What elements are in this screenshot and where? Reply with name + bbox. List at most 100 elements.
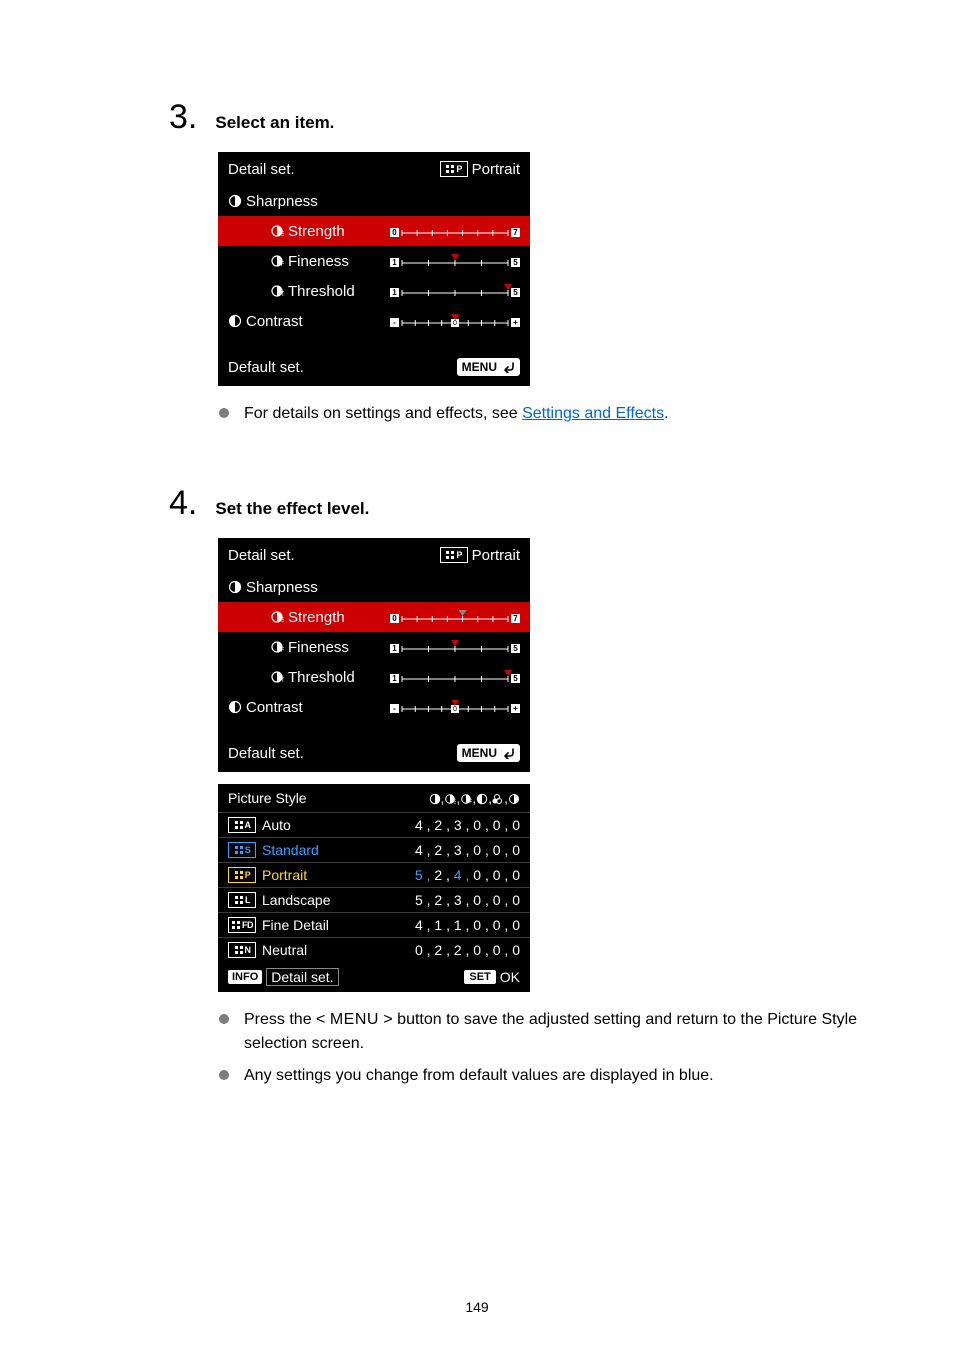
ps-footer-right: SETOK	[464, 969, 520, 985]
step-4: 4. Set the effect level. Detail set.PPor…	[169, 486, 954, 1088]
setting-slider: 15	[390, 284, 520, 298]
note-bullet: Any settings you change from default val…	[218, 1064, 858, 1088]
ps-row-name: AAuto	[228, 817, 291, 833]
setting-slider: - +0	[390, 700, 520, 714]
svg-text:1: 1	[392, 288, 397, 297]
note-bullet: For details on settings and effects, see…	[218, 402, 858, 426]
bullet-dot-icon	[218, 1069, 230, 1081]
svg-text:5: 5	[513, 644, 518, 653]
picture-style-indicator: PPortrait	[440, 161, 520, 178]
ps-row-values: 5 , 2 , 3 , 0 , 0 , 0	[415, 892, 520, 908]
picture-style-name: Portrait	[472, 161, 520, 178]
screenshot-detail-set-4: Detail set.PPortraitSharpnessSStrength07…	[218, 538, 530, 772]
ps-row-values: 4 , 1 , 1 , 0 , 0 , 0	[415, 917, 520, 933]
picture-style-name: Portrait	[472, 547, 520, 564]
picture-style-indicator: PPortrait	[440, 547, 520, 564]
ps-row-values: 4 , 2 , 3 , 0 , 0 , 0	[415, 817, 520, 833]
svg-text:T: T	[281, 292, 284, 298]
setting-label: TThreshold	[242, 283, 355, 300]
setting-row-threshold: TThreshold15	[218, 662, 530, 692]
bullet-dot-icon	[218, 1013, 230, 1025]
setting-label: Sharpness	[228, 193, 318, 210]
note-text: For details on settings and effects, see…	[244, 402, 669, 426]
setting-row-strength: SStrength 07	[218, 216, 530, 246]
setting-row-threshold: TThreshold 15	[218, 276, 530, 306]
svg-text:-: -	[393, 704, 396, 713]
detail-set-label: Detail set.	[228, 161, 295, 178]
ps-footer-left: INFODetail set.	[228, 968, 339, 986]
setting-row-contrast: Contrast - +0	[218, 692, 530, 722]
picture-style-code-icon: L	[228, 892, 256, 908]
setting-label: Contrast	[228, 313, 303, 330]
svg-text:1: 1	[392, 644, 397, 653]
bullet-dot-icon	[218, 407, 230, 419]
ps-row-name: LLandscape	[228, 892, 331, 908]
picture-style-code-icon: A	[228, 817, 256, 833]
setting-label: Sharpness	[228, 579, 318, 596]
screenshot-title-row: Detail set. PPortrait	[218, 152, 530, 186]
ps-row-auto: AAuto 4 , 2 , 3 , 0 , 0 , 0	[218, 812, 530, 837]
screenshot-detail-set-3: Detail set. PPortrait Sharpness SStrength 07…	[218, 152, 530, 386]
ps-row-name: SStandard	[228, 842, 319, 858]
setting-slider: 07	[390, 224, 520, 238]
ps-row-portrait: PPortrait5 , 2 , 4 , 0 , 0 , 0	[218, 862, 530, 887]
svg-text:+: +	[513, 704, 518, 713]
page-number: 149	[0, 1299, 954, 1315]
setting-label: FFineness	[242, 253, 349, 270]
ps-header-glyphs: ,S,F,,,	[429, 790, 520, 806]
ps-row-fine-detail: FDFine Detail4 , 1 , 1 , 0 , 0 , 0	[218, 912, 530, 937]
ps-row-neutral: NNeutral 0 , 2 , 2 , 0 , 0 , 0	[218, 937, 530, 962]
picture-style-code-icon: P	[440, 161, 468, 177]
default-set-row: Default set.MENU	[218, 352, 530, 386]
step-4-notes: Press the < MENU > button to save the ad…	[218, 1008, 954, 1088]
setting-row-strength: SStrength07	[218, 602, 530, 632]
setting-row-fineness: FFineness15	[218, 246, 530, 276]
ps-header-label: Picture Style	[228, 790, 307, 806]
detail-set-label: Detail set.	[228, 547, 295, 564]
svg-text:-: -	[393, 318, 396, 327]
set-badge: SET	[464, 970, 495, 984]
settings-and-effects-link[interactable]: Settings and Effects	[522, 405, 664, 422]
setting-label: FFineness	[242, 639, 349, 656]
ps-row-standard: SStandard4 , 2 , 3 , 0 , 0 , 0	[218, 837, 530, 862]
info-badge: INFO	[228, 970, 262, 984]
picture-style-code-icon: P	[440, 547, 468, 563]
ps-row-name: PPortrait	[228, 867, 307, 883]
setting-label: SStrength	[242, 223, 345, 240]
note-text: Press the < MENU > button to save the ad…	[244, 1008, 858, 1056]
setting-row-fineness: FFineness 1 5	[218, 632, 530, 662]
ps-row-landscape: LLandscape 5 , 2 , 3 , 0 , 0 , 0	[218, 887, 530, 912]
svg-text:T: T	[281, 678, 284, 684]
default-set-row: Default set.MENU	[218, 738, 530, 772]
note-text: Any settings you change from default val…	[244, 1064, 714, 1088]
setting-slider: 15	[390, 670, 520, 684]
setting-label: TThreshold	[242, 669, 355, 686]
screenshot-picture-style: Picture Style ,S,F,,, AAuto 4 , 2 , 3 , 0 ,…	[218, 784, 530, 992]
picture-style-code-icon: N	[228, 942, 256, 958]
svg-text:0: 0	[453, 706, 457, 713]
picture-style-code-icon: P	[228, 867, 256, 883]
menu-back-badge: MENU	[457, 744, 520, 762]
setting-slider: -+0	[390, 314, 520, 328]
ps-row-values: 0 , 2 , 2 , 0 , 0 , 0	[415, 942, 520, 958]
ps-row-name: NNeutral	[228, 942, 307, 958]
menu-button-inline: MENU	[330, 1011, 379, 1028]
svg-text:1: 1	[392, 674, 397, 683]
screenshot-title-row: Detail set. PPortrait	[218, 538, 530, 572]
svg-text:7: 7	[513, 614, 518, 623]
step-3-notes: For details on settings and effects, see…	[218, 402, 954, 426]
svg-text:0: 0	[392, 614, 397, 623]
ps-header-row: Picture Style ,S,F,,,	[218, 784, 530, 812]
setting-label: Contrast	[228, 699, 303, 716]
setting-row-sharpness: Sharpness	[218, 572, 530, 602]
setting-slider: 07	[390, 610, 520, 624]
step-3-number: 3.	[169, 100, 197, 134]
setting-label: SStrength	[242, 609, 345, 626]
step-3-title: Select an item.	[215, 113, 334, 133]
manual-page: 3. Select an item. Detail set.PPortraitS…	[0, 0, 954, 1345]
picture-style-code-icon: S	[228, 842, 256, 858]
step-4-head: 4. Set the effect level.	[169, 486, 954, 520]
svg-text:5: 5	[513, 674, 518, 683]
svg-text:5: 5	[513, 258, 518, 267]
step-3: 3. Select an item. Detail set. PPortrait S…	[169, 100, 954, 426]
